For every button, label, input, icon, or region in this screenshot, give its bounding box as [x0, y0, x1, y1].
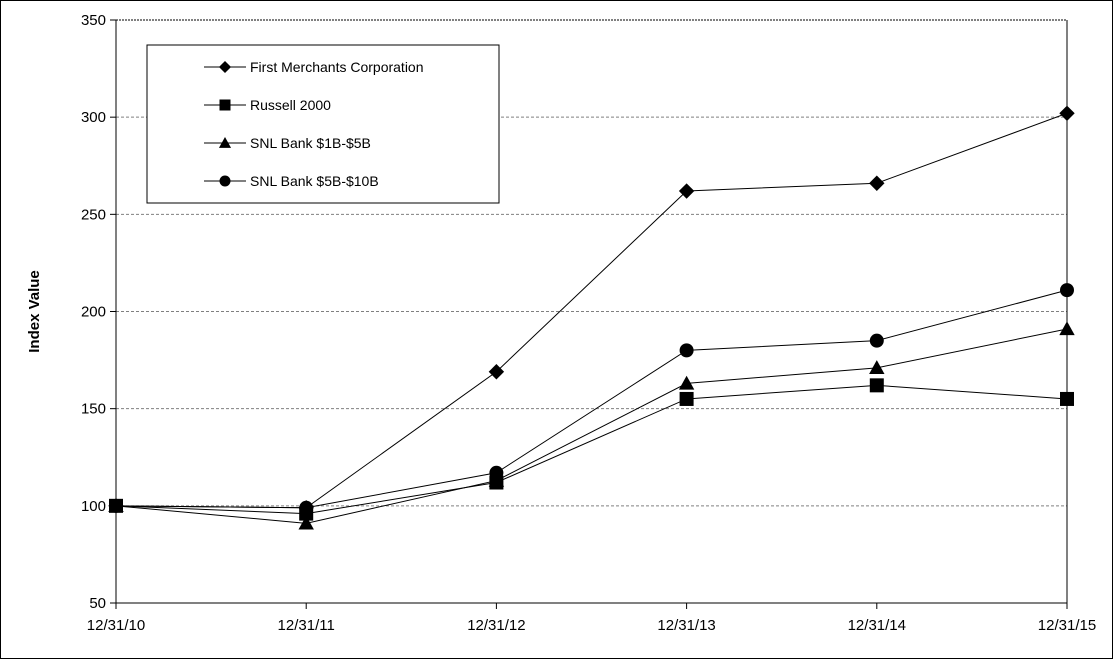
series-3-point-2	[489, 465, 504, 480]
series-0-point-4	[869, 175, 885, 191]
series-3-point-1	[299, 500, 314, 515]
x-tick-label-0: 12/31/10	[87, 617, 145, 634]
y-tick-label-200: 200	[81, 304, 106, 321]
legend-marker-1	[219, 99, 231, 111]
series-0-point-2	[488, 364, 505, 380]
series-2-line	[115, 328, 1068, 524]
legend-marker-2	[218, 136, 232, 148]
series-1	[109, 378, 1074, 521]
legend-label-3: SNL Bank $5B-$10B	[250, 173, 379, 189]
series-group	[108, 105, 1075, 530]
series-1-point-5	[1060, 391, 1074, 406]
series-3-point-5	[1060, 283, 1074, 298]
series-2-point-2	[488, 472, 505, 487]
legend-item-1: Russell 2000	[204, 97, 331, 113]
x-tick-label-1: 12/31/11	[278, 617, 335, 634]
series-1-point-4	[869, 378, 884, 393]
legend-item-2: SNL Bank $1B-$5B	[204, 135, 371, 151]
series-2	[108, 321, 1075, 530]
series-0-point-5	[1059, 105, 1075, 121]
y-tick-labels: 50 100 150 200 250 300 350	[81, 12, 106, 612]
series-2-point-3	[678, 375, 695, 390]
y-tick-label-100: 100	[81, 498, 106, 515]
x-tick-label-5: 12/31/15	[1038, 617, 1096, 634]
x-tick-label-4: 12/31/14	[848, 617, 906, 634]
y-tick-label-300: 300	[81, 109, 106, 126]
series-0-point-3	[678, 183, 695, 199]
series-1-point-3	[679, 391, 694, 406]
series-2-point-1	[298, 515, 314, 530]
legend-label-1: Russell 2000	[250, 97, 331, 113]
x-tick-label-2: 12/31/12	[467, 617, 525, 634]
y-tick-label-150: 150	[81, 401, 106, 418]
series-2-point-5	[1059, 321, 1075, 336]
y-tick-label-350: 350	[81, 12, 106, 29]
y-axis-title: Index Value	[26, 270, 43, 353]
series-1-line	[115, 384, 1068, 515]
legend-label-2: SNL Bank $1B-$5B	[250, 135, 371, 151]
legend-item-3: SNL Bank $5B-$10B	[204, 173, 379, 189]
series-3-point-4	[869, 333, 884, 348]
series-2-point-4	[869, 360, 885, 375]
series-3	[109, 283, 1074, 515]
legend-box	[146, 44, 500, 204]
legend-marker-0	[218, 60, 232, 74]
grid-lines	[116, 19, 1067, 507]
legend-marker-3	[219, 175, 231, 187]
series-3-point-3	[679, 343, 694, 358]
legend-label-0: First Merchants Corporation	[250, 59, 424, 75]
series-3-line	[115, 289, 1068, 509]
x-tick-labels: 12/31/10 12/31/11 12/31/12 12/31/13 12/31/14…	[87, 617, 1096, 634]
legend: First Merchants Corporation Russell 2000 S…	[146, 44, 500, 204]
y-tick-label-50: 50	[89, 595, 106, 612]
y-tick-label-250: 250	[81, 206, 106, 223]
series-3-point-0	[109, 498, 123, 513]
x-tick-label-3: 12/31/13	[657, 617, 715, 634]
legend-item-0: First Merchants Corporation	[204, 59, 424, 75]
